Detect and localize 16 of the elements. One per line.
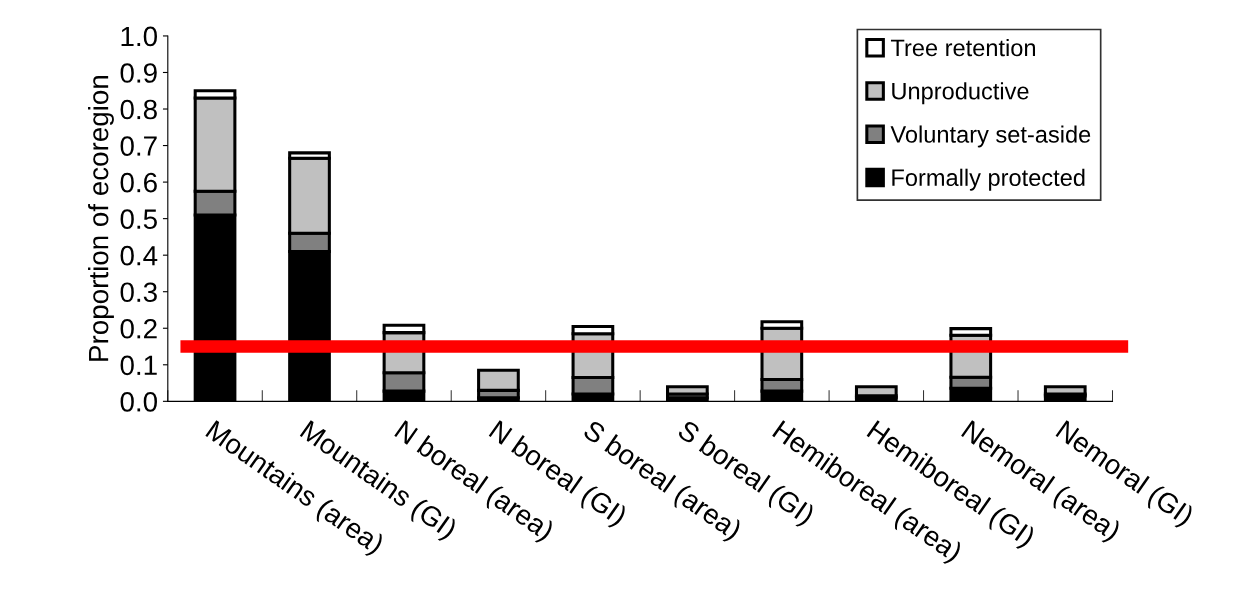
y-tick-label: 0.3: [120, 282, 157, 303]
y-tick-label: 0.5: [120, 209, 157, 229]
y-axis-title: Proportion of ecoregion: [88, 76, 114, 361]
y-tick-label: 0.4: [120, 245, 158, 266]
y-tick-label: 0.8: [120, 99, 157, 120]
legend-label: Formally protected: [892, 168, 1085, 191]
legend-label: Voluntary set-aside: [890, 125, 1091, 148]
y-tick-label: 0.1: [120, 355, 157, 376]
legend-label: Tree retention: [890, 38, 1036, 57]
legend-label: Unproductive: [892, 82, 1029, 105]
y-tick-label: 0.0: [120, 392, 157, 412]
y-tick-label: 0.9: [120, 63, 157, 83]
y-tick-label: 0.7: [120, 136, 157, 156]
y-tick-label: 0.6: [120, 172, 157, 193]
y-tick-label: 0.2: [120, 318, 157, 339]
y-tick-label: 1.0: [121, 26, 157, 47]
